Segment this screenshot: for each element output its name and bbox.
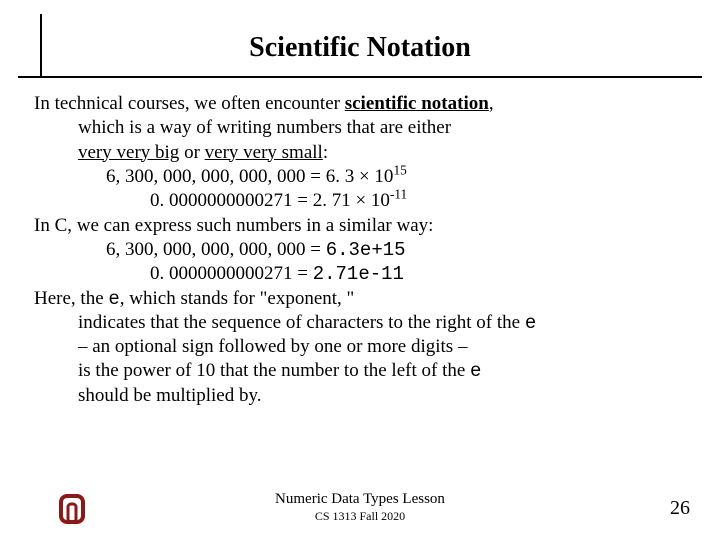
text: :: [323, 142, 328, 163]
text: In C, we can express such numbers in a s…: [34, 215, 433, 236]
term-scientific-notation: scientific notation: [345, 93, 489, 114]
equation: 0. 0000000000271 =: [150, 263, 313, 284]
text-underline: very very big: [78, 142, 179, 163]
text: which is a way of writing numbers that a…: [78, 117, 451, 138]
code: 2.71e-11: [313, 263, 404, 285]
exponent: 15: [393, 163, 406, 178]
code: 6.3e+15: [326, 239, 406, 261]
text: Here, the: [34, 288, 108, 309]
equation: 0. 0000000000271 = 2. 71 × 10: [150, 190, 390, 211]
title-horizontal-rule: [18, 76, 702, 78]
text: ,: [489, 93, 494, 114]
code: e: [470, 360, 481, 382]
code: e: [525, 312, 536, 334]
equation: 6, 300, 000, 000, 000, 000 =: [106, 239, 326, 260]
footer-lesson: Numeric Data Types Lesson: [275, 491, 445, 507]
text-underline: very very small: [205, 142, 323, 163]
text: indicates that the sequence of character…: [78, 312, 525, 333]
exponent: -11: [390, 187, 407, 202]
slide-footer: Numeric Data Types Lesson CS 1313 Fall 2…: [0, 491, 720, 524]
page-number: 26: [670, 497, 690, 520]
slide-body: In technical courses, we often encounter…: [34, 92, 696, 408]
footer-course: CS 1313 Fall 2020: [315, 509, 405, 523]
slide-title: Scientific Notation: [0, 32, 720, 64]
text: In technical courses, we often encounter: [34, 93, 345, 114]
text: is the power of 10 that the number to th…: [78, 360, 470, 381]
text: , which stands for "exponent, ": [120, 288, 355, 309]
text: – an optional sign followed by one or mo…: [78, 336, 467, 357]
code: e: [108, 288, 119, 310]
equation: 6, 300, 000, 000, 000, 000 = 6. 3 × 10: [106, 166, 393, 187]
text: or: [179, 142, 204, 163]
text: should be multiplied by.: [78, 385, 261, 406]
